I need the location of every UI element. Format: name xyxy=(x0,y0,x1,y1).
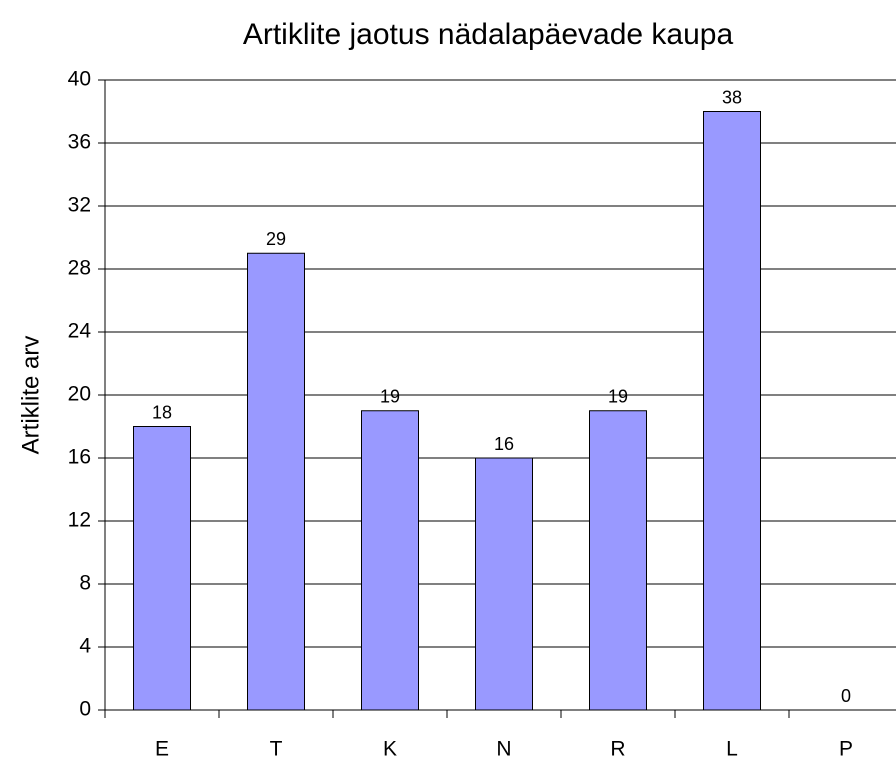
y-tick-label: 8 xyxy=(79,572,91,595)
value-label: 19 xyxy=(608,387,628,407)
y-axis-label: Artiklite arv xyxy=(17,336,44,455)
value-label: 19 xyxy=(380,387,400,407)
y-tick-label: 16 xyxy=(68,446,91,469)
x-tick-label: T xyxy=(270,738,283,758)
y-tick-label: 20 xyxy=(68,383,91,406)
bar xyxy=(247,252,305,711)
x-tick-label: L xyxy=(726,738,738,758)
y-tick-label: 4 xyxy=(79,635,91,658)
value-label: 16 xyxy=(494,434,514,454)
y-tick-label: 40 xyxy=(68,68,91,91)
y-tick-label: 28 xyxy=(68,257,91,280)
value-label: 29 xyxy=(266,229,286,249)
chart-title: Artiklite jaotus nädalapäevade kaupa xyxy=(243,18,734,51)
value-label: 0 xyxy=(841,686,851,706)
y-tick-label: 24 xyxy=(68,320,92,343)
x-tick-label: N xyxy=(496,738,511,758)
x-tick-label: P xyxy=(839,738,853,758)
bar xyxy=(589,410,647,711)
bar xyxy=(133,426,191,711)
x-tick-label: E xyxy=(155,738,169,758)
value-label: 38 xyxy=(722,87,742,107)
value-label: 18 xyxy=(152,402,172,422)
y-tick-label: 36 xyxy=(68,131,91,154)
x-tick-label: K xyxy=(383,738,397,758)
bar xyxy=(475,457,533,711)
y-tick-label: 12 xyxy=(68,509,91,532)
x-tick-label: R xyxy=(610,738,625,758)
y-tick-label: 32 xyxy=(68,194,91,217)
y-tick-label: 0 xyxy=(79,698,91,721)
bar xyxy=(361,410,419,711)
bar xyxy=(703,111,761,711)
